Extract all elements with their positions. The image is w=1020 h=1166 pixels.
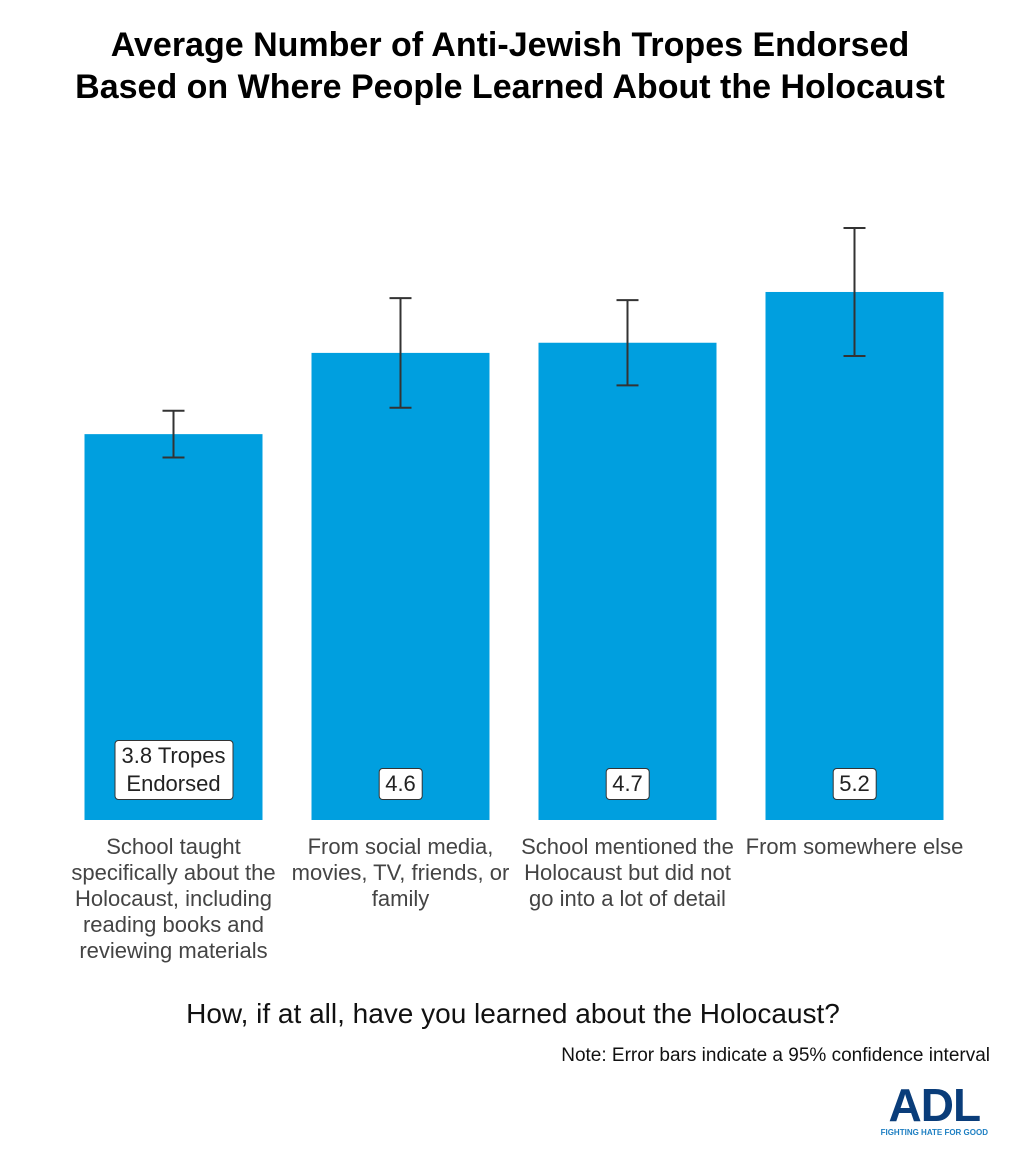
value-label: 5.2 (832, 768, 877, 800)
logo-tagline: FIGHTING HATE FOR GOOD (880, 1128, 988, 1137)
x-tick-label: From somewhere else (745, 834, 964, 859)
bar (765, 291, 944, 821)
value-label: 4.6 (378, 768, 423, 800)
bar (538, 342, 717, 820)
x-tick-label: School mentioned the Holocaust but did n… (521, 834, 734, 911)
value-label: 4.7 (605, 768, 650, 800)
value-label: 3.8 Tropes Endorsed (114, 740, 233, 800)
x-tick-label: School taught specifically about the Hol… (71, 834, 276, 963)
bar (311, 352, 490, 820)
x-axis-title: How, if at all, have you learned about t… (186, 998, 840, 1029)
logo-name: ADL (888, 1079, 982, 1131)
x-tick-label: From social media, movies, TV, friends, … (291, 834, 510, 911)
chart-title: Average Number of Anti-Jewish Tropes End… (75, 26, 945, 106)
logo: ADL FIGHTING HATE FOR GOOD (881, 1082, 988, 1137)
note: Note: Error bars indicate a 95% confiden… (561, 1045, 990, 1066)
